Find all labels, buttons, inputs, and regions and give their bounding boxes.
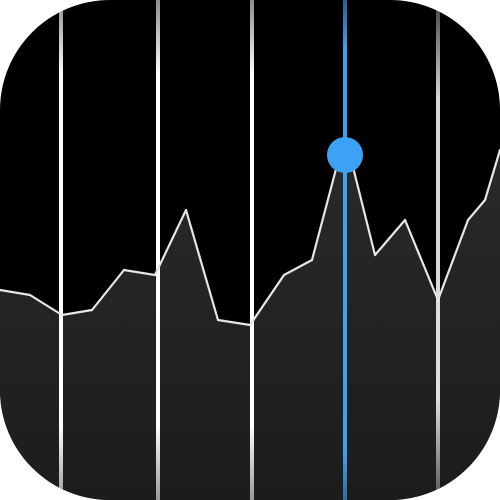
series-line-segment: [483, 148, 500, 202]
series-line-segment: [153, 208, 188, 277]
series-line-segment: [216, 318, 252, 327]
series-line-segment: [282, 258, 314, 277]
series-line-segment: [248, 273, 286, 327]
highlight-line: [343, 0, 347, 500]
gridline-4: [436, 0, 440, 500]
series-line-segment: [184, 208, 220, 322]
gridline-3: [250, 0, 254, 500]
gridline-2: [156, 0, 160, 500]
series-line-segment: [466, 198, 487, 222]
series-line-segment: [60, 308, 94, 317]
chart-area-fill: [0, 135, 500, 500]
series-line-segment: [122, 268, 157, 277]
series-line-segment: [0, 288, 32, 297]
series-line-segment: [90, 268, 126, 312]
series-line-segment: [403, 218, 440, 302]
series-line-segment: [436, 218, 470, 302]
highlight-dot: [327, 137, 363, 173]
series-line-segment: [28, 293, 64, 317]
series-line-segment: [373, 218, 407, 257]
gridline-1: [59, 0, 63, 500]
